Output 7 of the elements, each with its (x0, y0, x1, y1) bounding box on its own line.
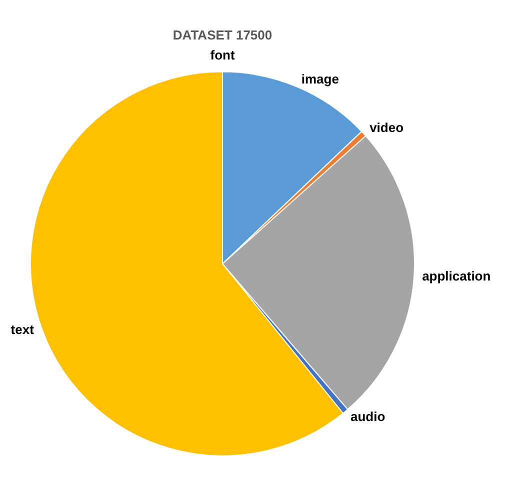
slice-label: image (301, 72, 339, 87)
category-label: font (210, 47, 235, 62)
chart-title: DATASET 17500 (172, 27, 272, 42)
slice-label: text (10, 322, 35, 337)
slice-label: video (370, 120, 404, 135)
slice-label: application (422, 268, 491, 284)
slice-label: audio (350, 409, 386, 424)
